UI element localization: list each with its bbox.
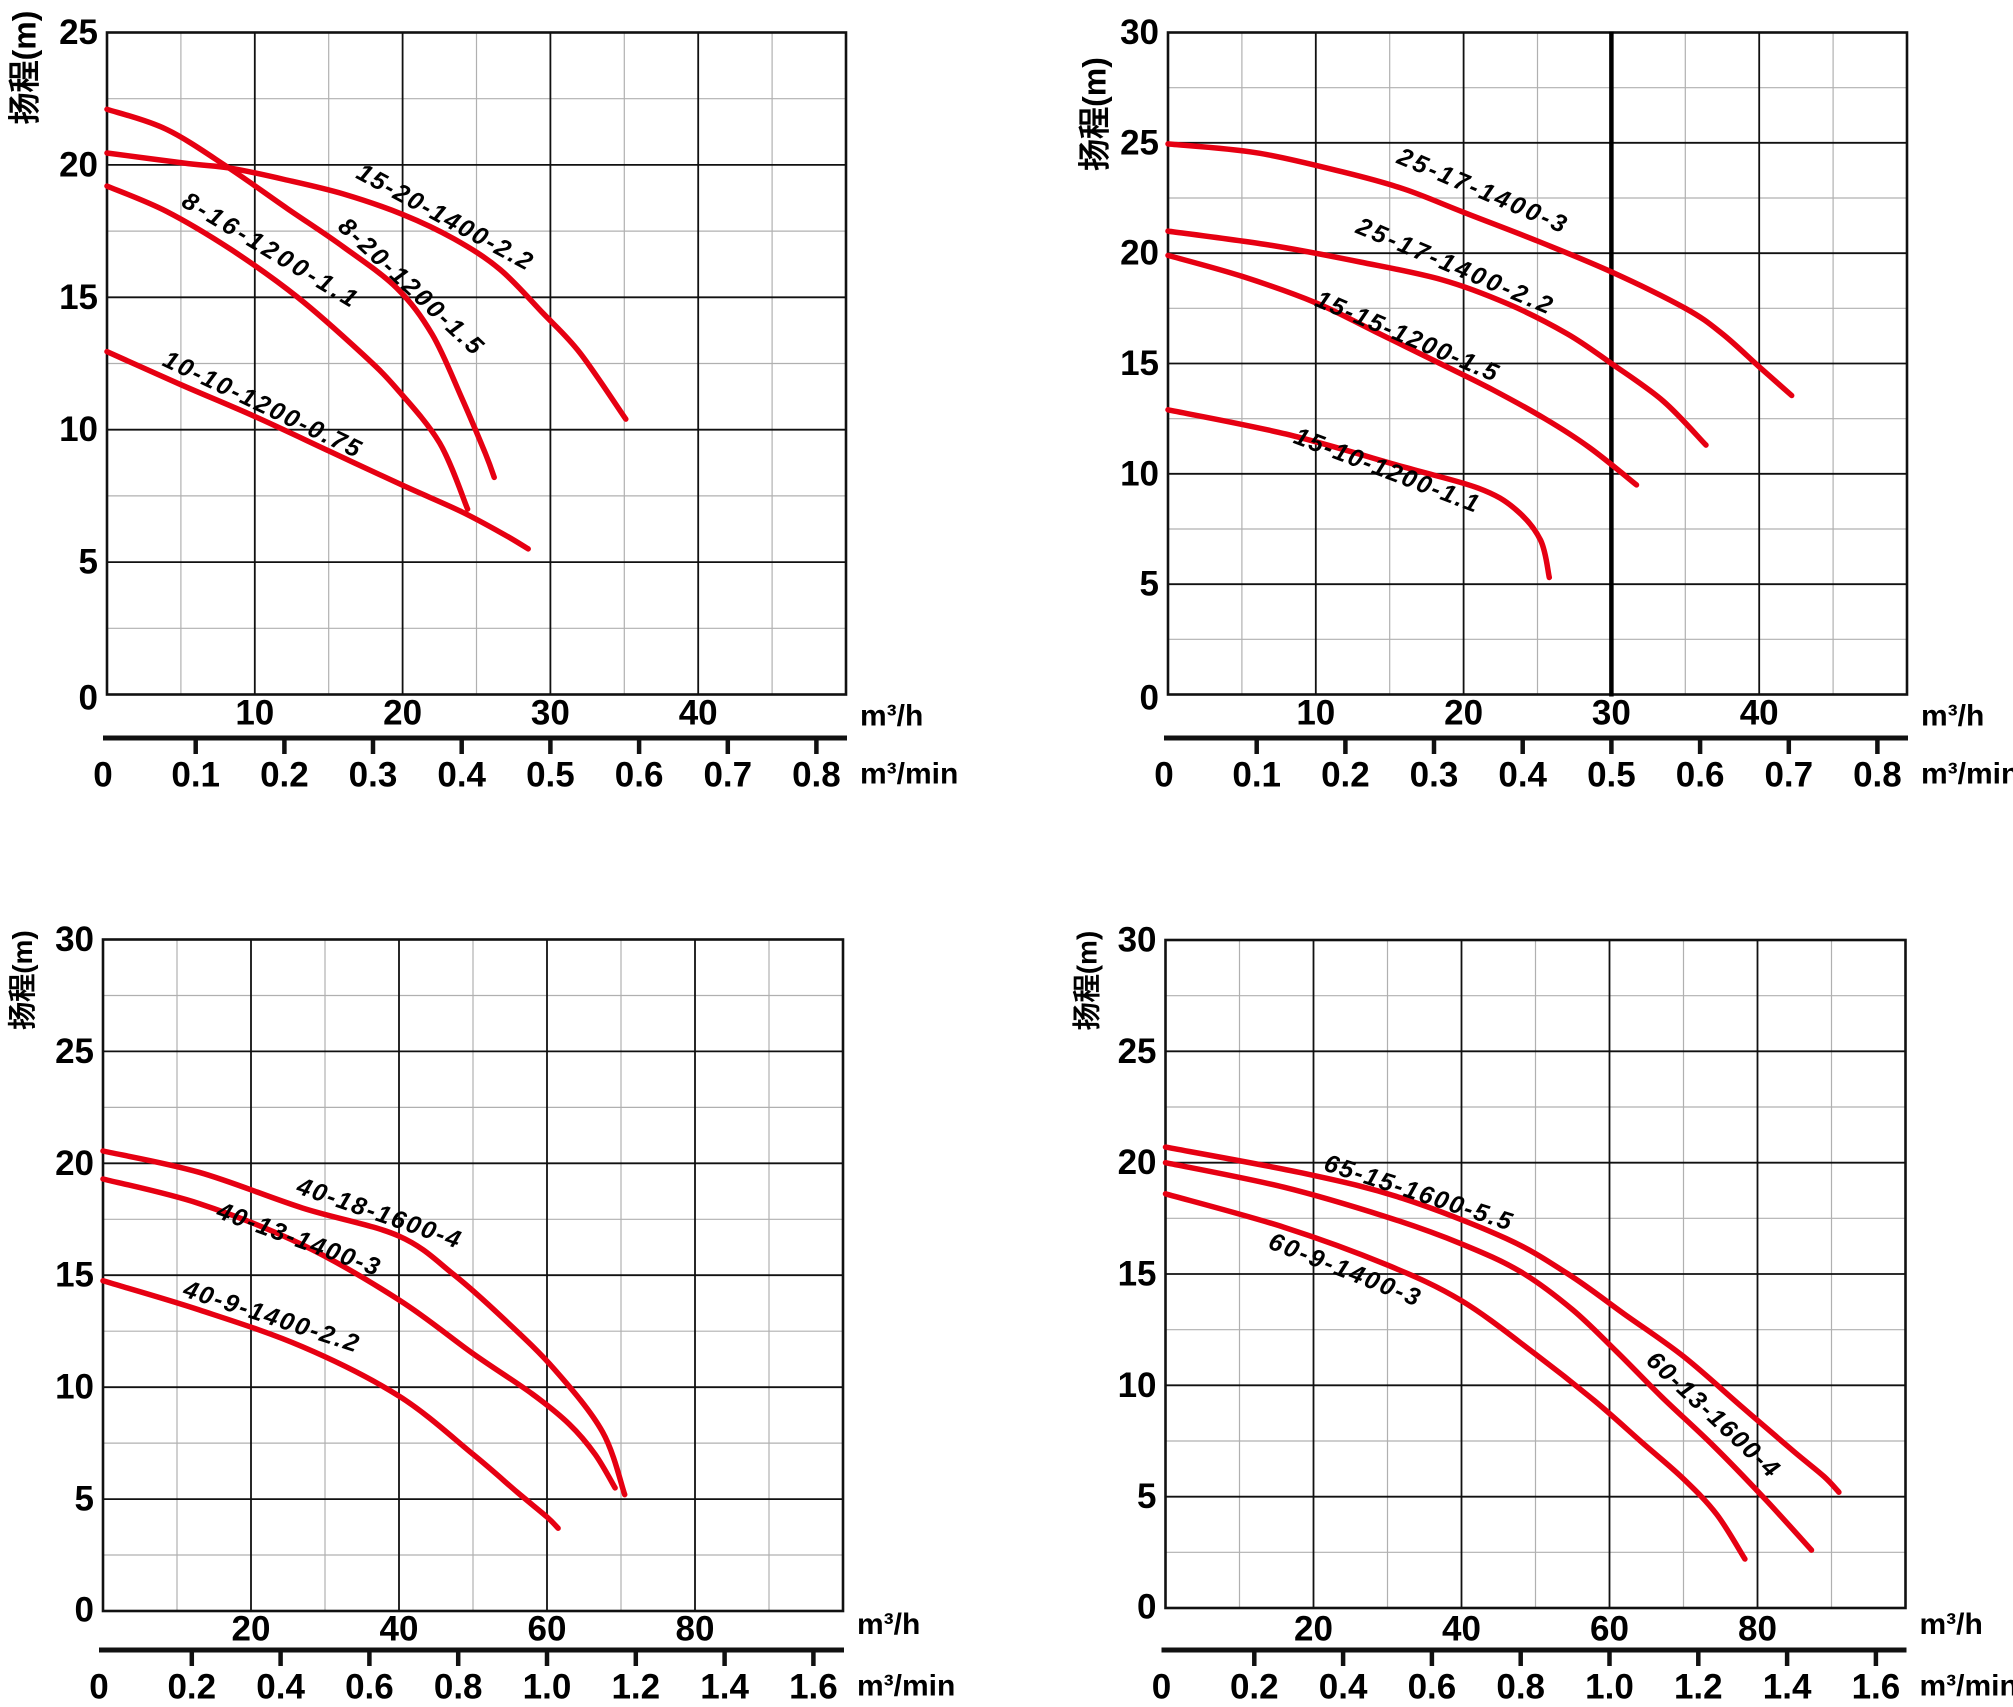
svg-text:30: 30: [1120, 13, 1159, 52]
svg-text:0.2: 0.2: [260, 756, 309, 795]
svg-text:15: 15: [1118, 1255, 1157, 1294]
svg-text:40: 40: [1442, 1610, 1481, 1649]
svg-text:0.3: 0.3: [349, 756, 398, 795]
svg-text:80: 80: [1738, 1610, 1777, 1649]
svg-text:m³/min: m³/min: [860, 758, 958, 791]
svg-text:0.5: 0.5: [526, 756, 575, 795]
svg-text:0.2: 0.2: [167, 1668, 216, 1707]
svg-text:m³/min: m³/min: [1920, 1670, 2013, 1703]
svg-text:0.2: 0.2: [1230, 1668, 1279, 1707]
svg-text:30: 30: [531, 694, 570, 733]
svg-text:1.6: 1.6: [1852, 1668, 1901, 1707]
svg-text:25: 25: [1120, 123, 1159, 162]
svg-text:扬程(m): 扬程(m): [1077, 57, 1113, 171]
svg-text:40: 40: [679, 694, 718, 733]
svg-text:0.6: 0.6: [1408, 1668, 1457, 1707]
svg-text:10: 10: [1120, 454, 1159, 493]
svg-text:0.7: 0.7: [703, 756, 752, 795]
svg-text:0.3: 0.3: [1410, 756, 1459, 795]
svg-text:0: 0: [1137, 1588, 1156, 1627]
svg-text:0: 0: [1140, 679, 1159, 718]
svg-text:10: 10: [55, 1368, 94, 1407]
svg-text:0.6: 0.6: [1676, 756, 1725, 795]
svg-text:扬程(m): 扬程(m): [1072, 931, 1103, 1031]
svg-text:60: 60: [528, 1610, 567, 1649]
svg-text:0.8: 0.8: [1496, 1668, 1545, 1707]
svg-text:m³/h: m³/h: [857, 1608, 920, 1641]
svg-text:m³/h: m³/h: [860, 700, 923, 733]
svg-text:0.8: 0.8: [434, 1668, 483, 1707]
svg-text:0: 0: [1152, 1668, 1171, 1707]
svg-text:80: 80: [676, 1610, 715, 1649]
svg-text:25: 25: [59, 13, 98, 52]
svg-text:1.4: 1.4: [1763, 1668, 1812, 1707]
svg-text:扬程(m): 扬程(m): [7, 930, 38, 1030]
svg-text:15: 15: [55, 1256, 94, 1295]
svg-text:0.4: 0.4: [1319, 1668, 1368, 1707]
svg-text:10: 10: [1118, 1366, 1157, 1405]
svg-text:m³/h: m³/h: [1921, 700, 1984, 733]
svg-text:0.7: 0.7: [1764, 756, 1813, 795]
svg-text:10: 10: [1296, 694, 1335, 733]
svg-text:1.6: 1.6: [789, 1668, 838, 1707]
svg-text:0.4: 0.4: [437, 756, 486, 795]
svg-text:0.8: 0.8: [1853, 756, 1902, 795]
svg-text:0: 0: [93, 756, 112, 795]
svg-text:15: 15: [59, 278, 98, 317]
svg-text:1.0: 1.0: [523, 1668, 572, 1707]
svg-text:1.2: 1.2: [611, 1668, 660, 1707]
svg-text:5: 5: [1140, 565, 1159, 604]
svg-text:0.4: 0.4: [256, 1668, 305, 1707]
svg-text:10: 10: [59, 410, 98, 449]
svg-text:30: 30: [55, 920, 94, 959]
svg-text:0.4: 0.4: [1498, 756, 1547, 795]
svg-text:5: 5: [75, 1480, 94, 1519]
svg-text:15: 15: [1120, 344, 1159, 383]
svg-text:20: 20: [1294, 1610, 1333, 1649]
svg-text:m³/min: m³/min: [1921, 758, 2013, 791]
svg-text:0: 0: [75, 1591, 94, 1630]
svg-text:25: 25: [1118, 1032, 1157, 1071]
svg-text:0.8: 0.8: [792, 756, 841, 795]
svg-text:0: 0: [79, 679, 98, 718]
svg-text:30: 30: [1592, 694, 1631, 733]
svg-text:1.4: 1.4: [700, 1668, 749, 1707]
svg-text:1.0: 1.0: [1585, 1668, 1634, 1707]
svg-text:0.1: 0.1: [1232, 756, 1281, 795]
svg-text:20: 20: [232, 1610, 271, 1649]
svg-text:20: 20: [59, 145, 98, 184]
svg-text:1.2: 1.2: [1674, 1668, 1723, 1707]
svg-text:0: 0: [1154, 756, 1173, 795]
svg-text:40: 40: [1740, 694, 1779, 733]
svg-text:m³/min: m³/min: [857, 1670, 955, 1703]
svg-text:0.2: 0.2: [1321, 756, 1370, 795]
svg-text:20: 20: [1118, 1143, 1157, 1182]
svg-text:60: 60: [1590, 1610, 1629, 1649]
svg-text:m³/h: m³/h: [1920, 1608, 1983, 1641]
svg-text:20: 20: [55, 1144, 94, 1183]
svg-text:20: 20: [1120, 234, 1159, 273]
svg-text:0.6: 0.6: [345, 1668, 394, 1707]
svg-text:20: 20: [383, 694, 422, 733]
svg-text:扬程(m): 扬程(m): [7, 11, 43, 125]
svg-text:5: 5: [79, 543, 98, 582]
svg-text:0: 0: [89, 1668, 108, 1707]
svg-text:0.5: 0.5: [1587, 756, 1636, 795]
svg-text:0.6: 0.6: [615, 756, 664, 795]
svg-text:40: 40: [380, 1610, 419, 1649]
svg-text:10: 10: [235, 694, 274, 733]
svg-text:0.1: 0.1: [171, 756, 220, 795]
svg-text:20: 20: [1444, 694, 1483, 733]
svg-text:25: 25: [55, 1032, 94, 1071]
svg-text:5: 5: [1137, 1477, 1156, 1516]
svg-text:30: 30: [1118, 921, 1157, 960]
